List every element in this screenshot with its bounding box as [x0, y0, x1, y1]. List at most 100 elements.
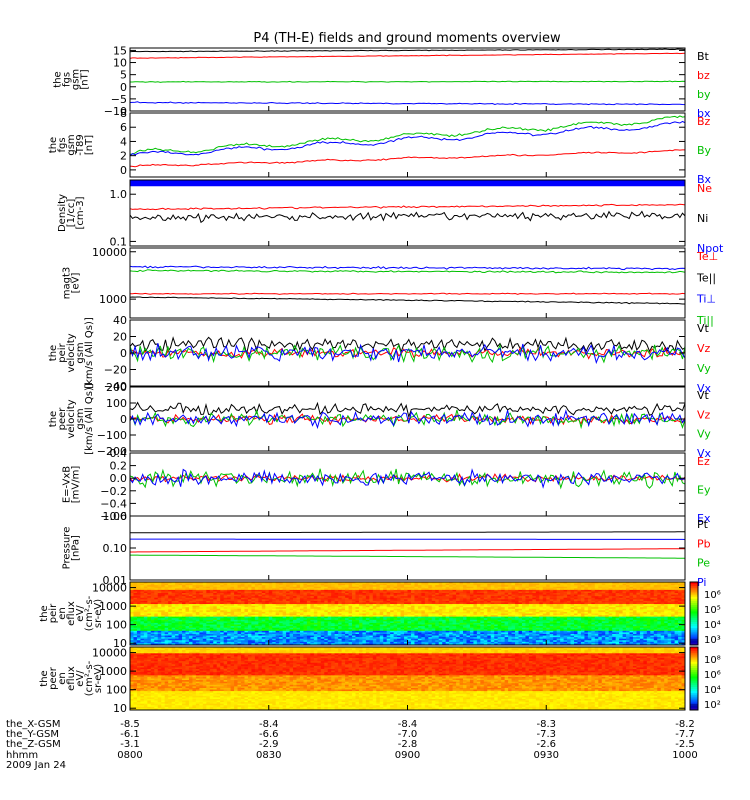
- spectrogram-cell: [615, 597, 620, 600]
- spectrogram-cell: [546, 607, 551, 610]
- spectrogram-cell: [580, 613, 585, 616]
- spectrogram-cell: [317, 624, 322, 627]
- spectrogram-cell: [303, 619, 308, 622]
- spectrogram-cell: [494, 586, 499, 589]
- spectrogram-cell: [629, 613, 634, 616]
- spectrogram-cell: [244, 616, 249, 619]
- spectrogram-cell: [372, 588, 377, 591]
- spectrogram-cell: [483, 605, 488, 608]
- spectrogram-cell: [525, 615, 530, 618]
- spectrogram-cell: [258, 608, 263, 611]
- spectrogram-cell: [504, 610, 509, 613]
- spectrogram-cell: [622, 611, 627, 614]
- spectrogram-cell: [171, 589, 176, 592]
- spectrogram-cell: [615, 608, 620, 611]
- spectrogram-cell: [352, 597, 356, 600]
- spectrogram-cell: [327, 615, 332, 618]
- legend-Te⊥: Te⊥: [696, 250, 718, 263]
- spectrogram-cell: [407, 622, 412, 625]
- spectrogram-cell: [393, 596, 398, 599]
- spectrogram-cell: [289, 600, 294, 603]
- spectrogram-cell: [348, 585, 353, 588]
- spectrogram-cell: [376, 593, 381, 595]
- spectrogram-cell: [150, 594, 155, 597]
- spectrogram-cell: [182, 610, 186, 613]
- spectrogram-cell: [417, 588, 422, 591]
- spectrogram-cell: [303, 582, 308, 584]
- spectrogram-cell: [227, 611, 231, 614]
- spectrogram-cell: [657, 600, 662, 603]
- spectrogram-cell: [539, 618, 544, 621]
- spectrogram-cell: [532, 622, 537, 625]
- spectrogram-cell: [546, 618, 551, 621]
- spectrogram-cell: [601, 613, 606, 616]
- spectrogram-cell: [234, 591, 238, 594]
- spectrogram-cell: [261, 616, 266, 619]
- spectrogram-cell: [130, 618, 134, 621]
- spectrogram-cell: [331, 615, 336, 618]
- spectrogram-cell: [577, 615, 582, 618]
- spectrogram-cell: [580, 621, 585, 624]
- spectrogram-cell: [497, 585, 502, 588]
- spectrogram-cell: [584, 591, 589, 594]
- spectrogram-cell: [563, 599, 568, 602]
- spectrogram-cell: [664, 600, 669, 603]
- spectrogram-cell: [546, 597, 551, 600]
- spectrogram-cell: [254, 597, 259, 600]
- panel-frame: [129, 515, 686, 581]
- spectrogram-cell: [390, 613, 395, 616]
- spectrogram-cell: [549, 618, 554, 621]
- spectrogram-cell: [133, 602, 138, 605]
- spectrogram-cell: [594, 607, 599, 610]
- spectrogram-cell: [622, 622, 627, 625]
- spectrogram-cell: [567, 589, 571, 592]
- spectrogram-cell: [192, 596, 197, 599]
- spectrogram-cell: [476, 605, 481, 608]
- spectrogram-cell: [293, 594, 297, 597]
- spectrogram-cell: [612, 599, 617, 602]
- spectrogram-cell: [397, 597, 401, 600]
- spectrogram-cell: [133, 624, 138, 627]
- spectrogram-cell: [598, 600, 603, 603]
- spectrogram-cell: [480, 611, 485, 614]
- spectrogram-cell: [237, 616, 242, 619]
- spectrogram-cell: [397, 624, 401, 627]
- spectrogram-cell: [407, 615, 412, 618]
- spectrogram-cell: [369, 616, 374, 619]
- spectrogram-cell: [650, 610, 655, 613]
- spectrogram-cell: [584, 618, 589, 621]
- spectrogram-cell: [185, 594, 190, 597]
- spectrogram-cell: [532, 613, 537, 616]
- spectrogram-cell: [293, 588, 297, 591]
- spectrogram-cell: [636, 600, 641, 603]
- spectrogram-cell: [643, 621, 648, 624]
- spectrogram-cell: [150, 602, 155, 605]
- spectrogram-cell: [206, 600, 211, 603]
- spectrogram-cell: [525, 589, 530, 592]
- spectrogram-cell: [195, 591, 200, 594]
- spectrogram-cell: [175, 599, 179, 602]
- spectrogram-cell: [202, 624, 207, 627]
- spectrogram-cell: [258, 599, 263, 602]
- spectrogram-cell: [223, 605, 228, 608]
- spectrogram-cell: [459, 593, 464, 595]
- spectrogram-cell: [417, 605, 422, 608]
- spectrogram-cell: [220, 610, 225, 613]
- spectrogram-cell: [188, 621, 193, 624]
- spectrogram-cell: [518, 593, 523, 595]
- spectrogram-cell: [216, 588, 221, 591]
- spectrogram-cell: [650, 605, 655, 608]
- spectrogram-cell: [178, 586, 183, 589]
- spectrogram-cell: [449, 597, 453, 600]
- spectrogram-cell: [601, 588, 606, 591]
- spectrogram-cell: [546, 582, 551, 584]
- spectrogram-cell: [341, 605, 346, 608]
- spectrogram-cell: [348, 588, 353, 591]
- spectrogram-cell: [424, 613, 429, 616]
- spectrogram-cell: [352, 619, 356, 622]
- spectrogram-cell: [379, 591, 384, 594]
- spectrogram-cell: [615, 611, 620, 614]
- spectrogram-cell: [147, 599, 152, 602]
- spectrogram-cell: [428, 585, 433, 588]
- spectrogram-cell: [258, 591, 263, 594]
